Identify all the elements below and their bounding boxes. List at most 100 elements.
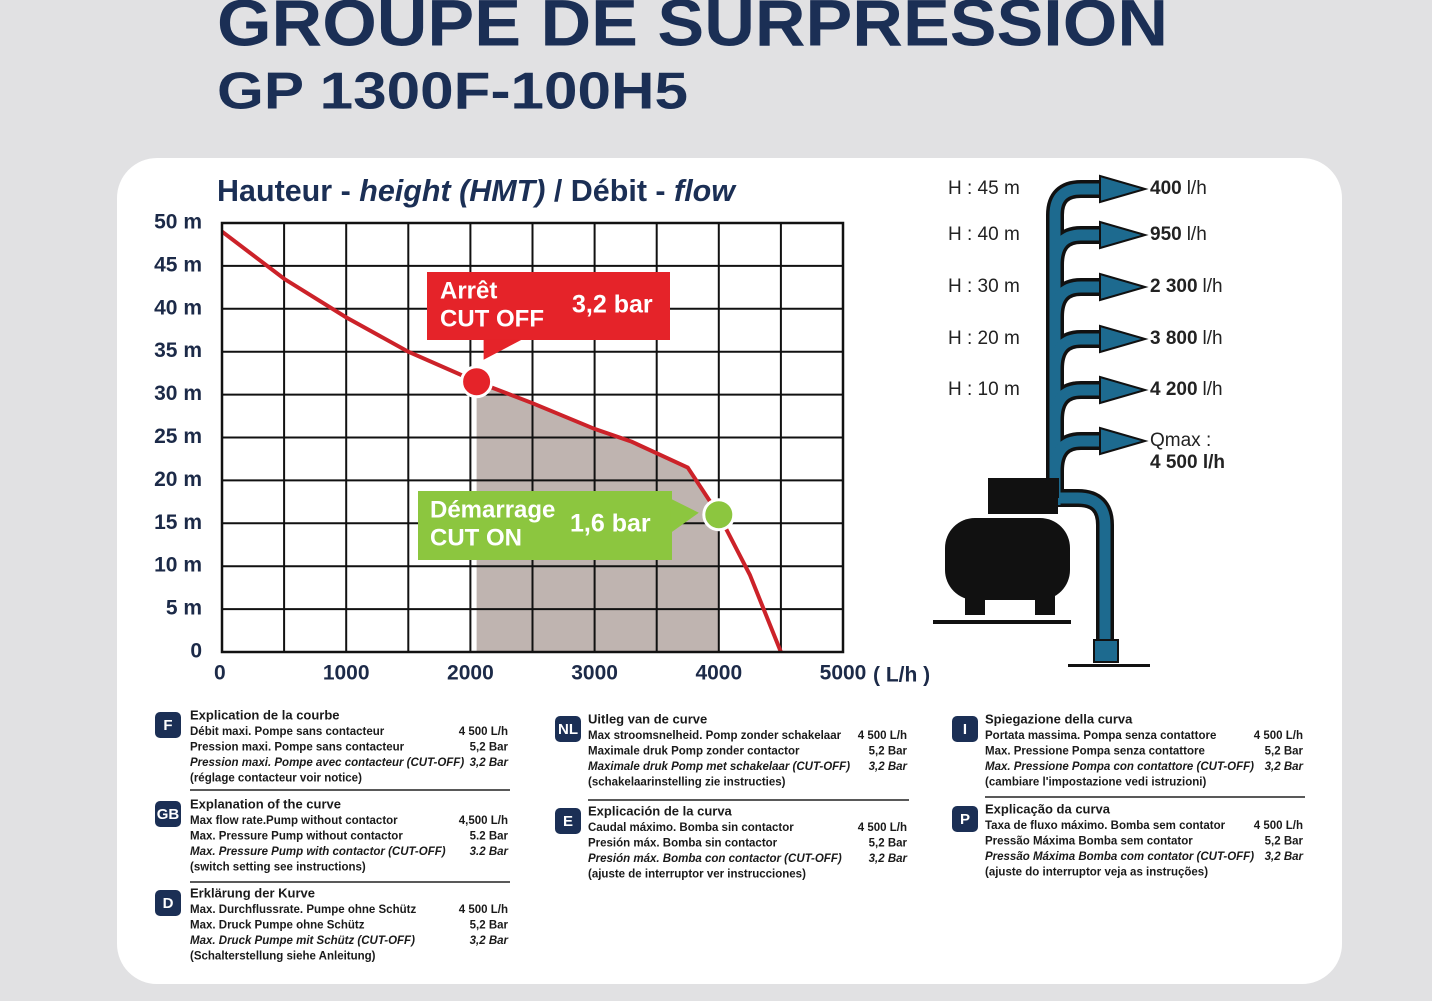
explanation-value: 3,2 Bar bbox=[470, 935, 509, 947]
plot: 0 5 m 10 m 15 m 20 m 25 m 30 m 35 m 40 m 45 m 50 m… bbox=[154, 211, 930, 687]
explanation-value: 5,2 Bar bbox=[470, 742, 509, 754]
explanation-label: Max. Durchflussrate. Pumpe ohne Schütz bbox=[190, 904, 416, 916]
title-part: flow bbox=[674, 173, 737, 208]
flow-arrow bbox=[1099, 426, 1149, 456]
explanation-value: 4,500 L/h bbox=[459, 815, 508, 827]
explanation-title: Uitleg van de curve bbox=[588, 711, 707, 726]
chart-title: Hauteur - height (HMT) / Débit - flow bbox=[217, 173, 737, 208]
explanation-value: 4 500 L/h bbox=[858, 730, 907, 742]
explanation-value: 5,2 Bar bbox=[1265, 836, 1304, 848]
explanation-value: 4 500 L/h bbox=[1254, 730, 1303, 742]
model-name: GP 1300F-100H5 bbox=[217, 63, 688, 121]
explanation-value: 5.2 Bar bbox=[470, 831, 509, 843]
annotation-text: Démarrage bbox=[430, 496, 555, 523]
lang-code: D bbox=[163, 895, 174, 912]
explanation-label: Max. Pressure Pump with contactor (CUT-O… bbox=[190, 846, 446, 858]
height-label: H : 40 m bbox=[948, 224, 1020, 245]
explanation-label: Max flow rate.Pump without contactor bbox=[190, 815, 398, 827]
flow-unit: l/h bbox=[1203, 276, 1223, 297]
y-tick-label: 45 m bbox=[154, 253, 202, 276]
lang-code: P bbox=[960, 811, 970, 828]
lang-badge bbox=[952, 806, 978, 832]
lang-badge bbox=[555, 808, 581, 834]
flow-unit: l/h bbox=[1187, 178, 1207, 199]
flow-label: 4 200 l/h bbox=[1150, 379, 1223, 400]
explanation-value: 4 500 L/h bbox=[459, 726, 508, 738]
explanation-title: Explanation of the curve bbox=[190, 796, 341, 811]
annotation-box bbox=[427, 272, 670, 340]
lang-badge bbox=[155, 890, 181, 916]
y-tick-label: 0 bbox=[190, 640, 202, 663]
flow-value: 950 bbox=[1150, 224, 1182, 245]
x-axis-label: ( L/h ) bbox=[873, 664, 930, 687]
explanation-label: (ajuste do interruptor veja as instruçõe… bbox=[985, 867, 1208, 879]
annotation-text: CUT OFF bbox=[440, 305, 544, 332]
explanation-label: Pressão Máxima Bomba com contator (CUT-O… bbox=[985, 851, 1254, 863]
explanation-label: Max. Druck Pumpe ohne Schütz bbox=[190, 920, 365, 932]
lang-badge bbox=[555, 716, 581, 742]
explanation-title: Explicación de la curva bbox=[588, 803, 733, 818]
annotation-pressure: 3,2 bar bbox=[572, 291, 653, 319]
flow-arrow bbox=[1099, 324, 1149, 354]
y-tick-label: 35 m bbox=[154, 339, 202, 362]
explanation-value: 3,2 Bar bbox=[1265, 761, 1304, 773]
explanation-label: Pression maxi. Pompe sans contacteur bbox=[190, 742, 405, 754]
flow-label: 950 l/h bbox=[1150, 224, 1207, 245]
pipe bbox=[1040, 492, 1111, 642]
pump-outlet bbox=[1035, 478, 1059, 498]
height-label: H : 10 m bbox=[948, 379, 1020, 400]
y-tick-label: 25 m bbox=[154, 425, 202, 448]
card bbox=[117, 158, 1342, 984]
explanation-value: 4 500 L/h bbox=[459, 904, 508, 916]
explanation-label: Pression maxi. Pompe avec contacteur (CU… bbox=[190, 757, 464, 769]
x-tick-label: 2000 bbox=[447, 662, 494, 685]
explanation-title: Explication de la courbe bbox=[190, 707, 340, 722]
flow-label: 3 800 l/h bbox=[1150, 328, 1223, 349]
flow-unit: l/h bbox=[1187, 224, 1207, 245]
explanation-label: (réglage contacteur voir notice) bbox=[190, 773, 362, 785]
qmax-value: 4 500 l/h bbox=[1150, 452, 1225, 473]
flow-value: 4 200 bbox=[1150, 379, 1198, 400]
lang-badge bbox=[155, 712, 181, 738]
explanation-value: 5,2 Bar bbox=[869, 746, 908, 758]
explanation-title: Erklärung der Kurve bbox=[190, 885, 315, 900]
y-tick-label: 15 m bbox=[154, 511, 202, 534]
y-tick-label: 5 m bbox=[166, 597, 202, 620]
explanation-value: 3,2 Bar bbox=[869, 761, 908, 773]
flow-arrow bbox=[1099, 174, 1149, 204]
annotation-pointer bbox=[483, 339, 522, 360]
height-label: H : 20 m bbox=[948, 328, 1020, 349]
annotation-box bbox=[418, 491, 672, 560]
explanation-label: Max. Druck Pumpe mit Schütz (CUT-OFF) bbox=[190, 935, 415, 947]
suction-foot bbox=[1093, 639, 1119, 663]
explanation-value: 5,2 Bar bbox=[869, 838, 908, 850]
y-tick-label: 30 m bbox=[154, 382, 202, 405]
pump-foot bbox=[1035, 595, 1055, 615]
explanation-label: Caudal máximo. Bomba sin contactor bbox=[588, 822, 794, 834]
x-tick-label: 5000 bbox=[820, 662, 867, 685]
flow-label: 2 300 l/h bbox=[1150, 276, 1223, 297]
y-tick-label: 50 m bbox=[154, 211, 202, 234]
page-title: GROUPE DE SURPRESSION bbox=[217, 0, 1168, 59]
annotation-text: CUT ON bbox=[430, 524, 522, 551]
pipes bbox=[1040, 174, 1149, 642]
height-label: H : 45 m bbox=[948, 178, 1020, 199]
explanation-title: Spiegazione della curva bbox=[985, 711, 1133, 726]
operating-point bbox=[702, 498, 736, 532]
explanation-value: 4 500 L/h bbox=[858, 822, 907, 834]
explanation-label: Maximale druk Pomp zonder contactor bbox=[588, 746, 800, 758]
pump-foot bbox=[965, 595, 985, 615]
explanation-label: Max. Pressione Pompa senza contattore bbox=[985, 746, 1205, 758]
explanation-label: (cambiare l'impostazione vedi istruzioni… bbox=[985, 777, 1206, 789]
flow-value: 3 800 bbox=[1150, 328, 1198, 349]
explanation-label: (ajuste de interruptor ver instrucciones… bbox=[588, 869, 806, 881]
flow-unit: l/h bbox=[1203, 379, 1223, 400]
lang-code: NL bbox=[558, 721, 578, 738]
lang-code: GB bbox=[157, 806, 180, 823]
explanation-label: Max. Pressione Pompa con contattore (CUT… bbox=[985, 761, 1254, 773]
pipe bbox=[1049, 183, 1105, 505]
explanation-label: (switch setting see instructions) bbox=[190, 862, 366, 874]
pipe bbox=[1049, 384, 1105, 421]
explanation-label: Débit maxi. Pompe sans contacteur bbox=[190, 726, 385, 738]
annotation-pointer bbox=[670, 498, 699, 533]
